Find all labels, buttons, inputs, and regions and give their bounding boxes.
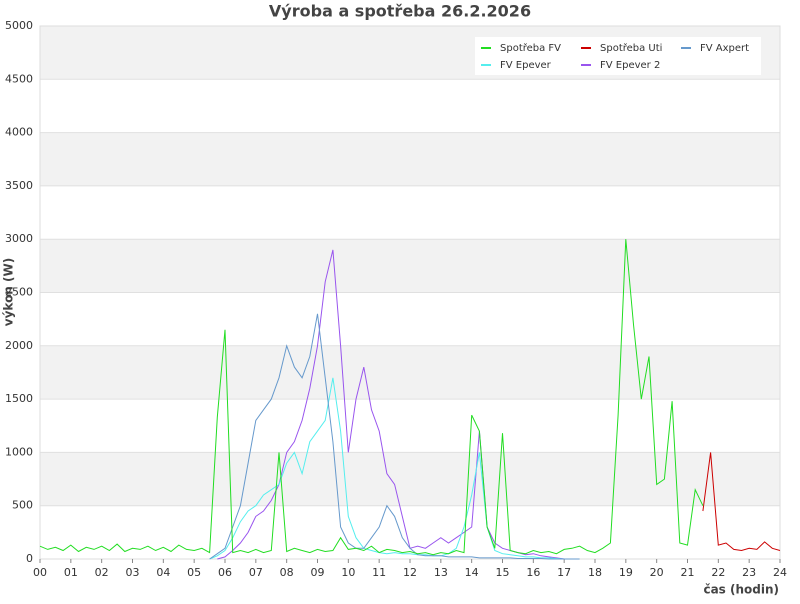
x-tick-label: 17 — [557, 566, 571, 579]
x-tick-label: 04 — [156, 566, 170, 579]
x-tick-label: 16 — [526, 566, 540, 579]
y-tick-label: 3500 — [5, 179, 33, 192]
y-tick-label: 2500 — [5, 286, 33, 299]
x-tick-label: 13 — [434, 566, 448, 579]
x-tick-label: 19 — [619, 566, 633, 579]
y-tick-label: 2000 — [5, 339, 33, 352]
x-tick-label: 06 — [218, 566, 232, 579]
legend-label: FV Epever 2 — [600, 60, 660, 71]
y-tick-label: 4000 — [5, 126, 33, 139]
legend-label: Spotřeba Uti — [600, 42, 662, 54]
x-tick-label: 10 — [341, 566, 355, 579]
x-tick-label: 08 — [280, 566, 294, 579]
x-tick-label: 21 — [681, 566, 695, 579]
y-tick-label: 1000 — [5, 445, 33, 458]
y-tick-label: 4500 — [5, 72, 33, 85]
y-axis-label: výkon (W) — [2, 258, 16, 326]
x-tick-label: 12 — [403, 566, 417, 579]
x-tick-label: 11 — [372, 566, 386, 579]
x-tick-label: 00 — [33, 566, 47, 579]
x-tick-label: 24 — [773, 566, 787, 579]
y-tick-label: 5000 — [5, 19, 33, 32]
x-tick-label: 07 — [249, 566, 263, 579]
grid-band — [40, 239, 780, 293]
plot-background — [40, 25, 780, 560]
x-tick-label: 01 — [64, 566, 78, 579]
grid-band — [40, 132, 780, 186]
series-line — [39, 239, 704, 556]
x-tick-label: 20 — [650, 566, 664, 579]
x-tick-label: 15 — [496, 566, 510, 579]
series-line — [209, 313, 580, 560]
x-tick-label: 09 — [311, 566, 325, 579]
legend-label: FV Axpert — [700, 43, 749, 54]
x-tick-label: 05 — [187, 566, 201, 579]
x-tick-label: 23 — [742, 566, 756, 579]
legend-label: FV Epever — [500, 60, 552, 71]
series-line — [217, 249, 565, 560]
y-tick-label: 3000 — [5, 232, 33, 245]
x-tick-label: 02 — [95, 566, 109, 579]
legend: Spotřeba FV Spotřeba Uti FV Axpert FV Epeve… — [475, 37, 761, 75]
y-tick-label: 1500 — [5, 392, 33, 405]
y-tick-label: 500 — [12, 499, 33, 512]
series-line — [209, 377, 565, 560]
x-tick-label: 18 — [588, 566, 602, 579]
x-axis-label: čas (hodin) — [703, 583, 779, 597]
x-tick-label: 03 — [126, 566, 140, 579]
grid-band — [40, 345, 780, 400]
legend-label: Spotřeba FV — [500, 42, 561, 54]
y-tick-label: 0 — [26, 552, 33, 565]
series-line — [702, 452, 781, 552]
x-tick-label: 14 — [465, 566, 479, 579]
legend-box — [475, 37, 761, 75]
x-tick-label: 22 — [711, 566, 725, 579]
chart-title: Výroba a spotřeba 26.2.2026 — [269, 2, 531, 21]
grid-band — [40, 452, 780, 506]
